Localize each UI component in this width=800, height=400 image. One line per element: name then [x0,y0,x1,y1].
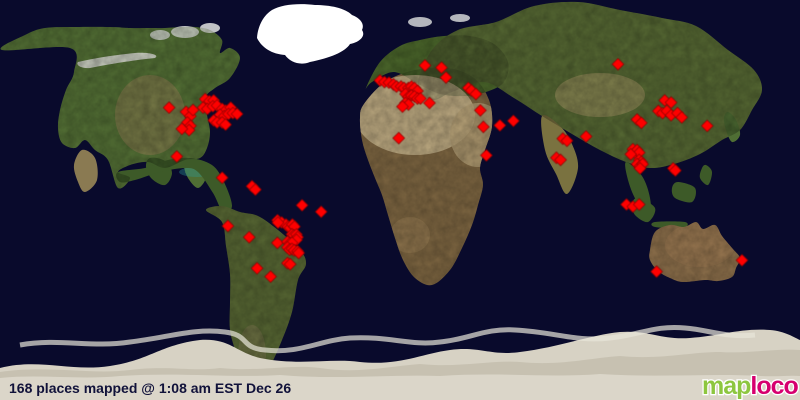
svg-text:168 places mapped @ 1:08 am ES: 168 places mapped @ 1:08 am EST Dec 26 [9,380,291,396]
svg-text:maploco: maploco [702,372,799,400]
